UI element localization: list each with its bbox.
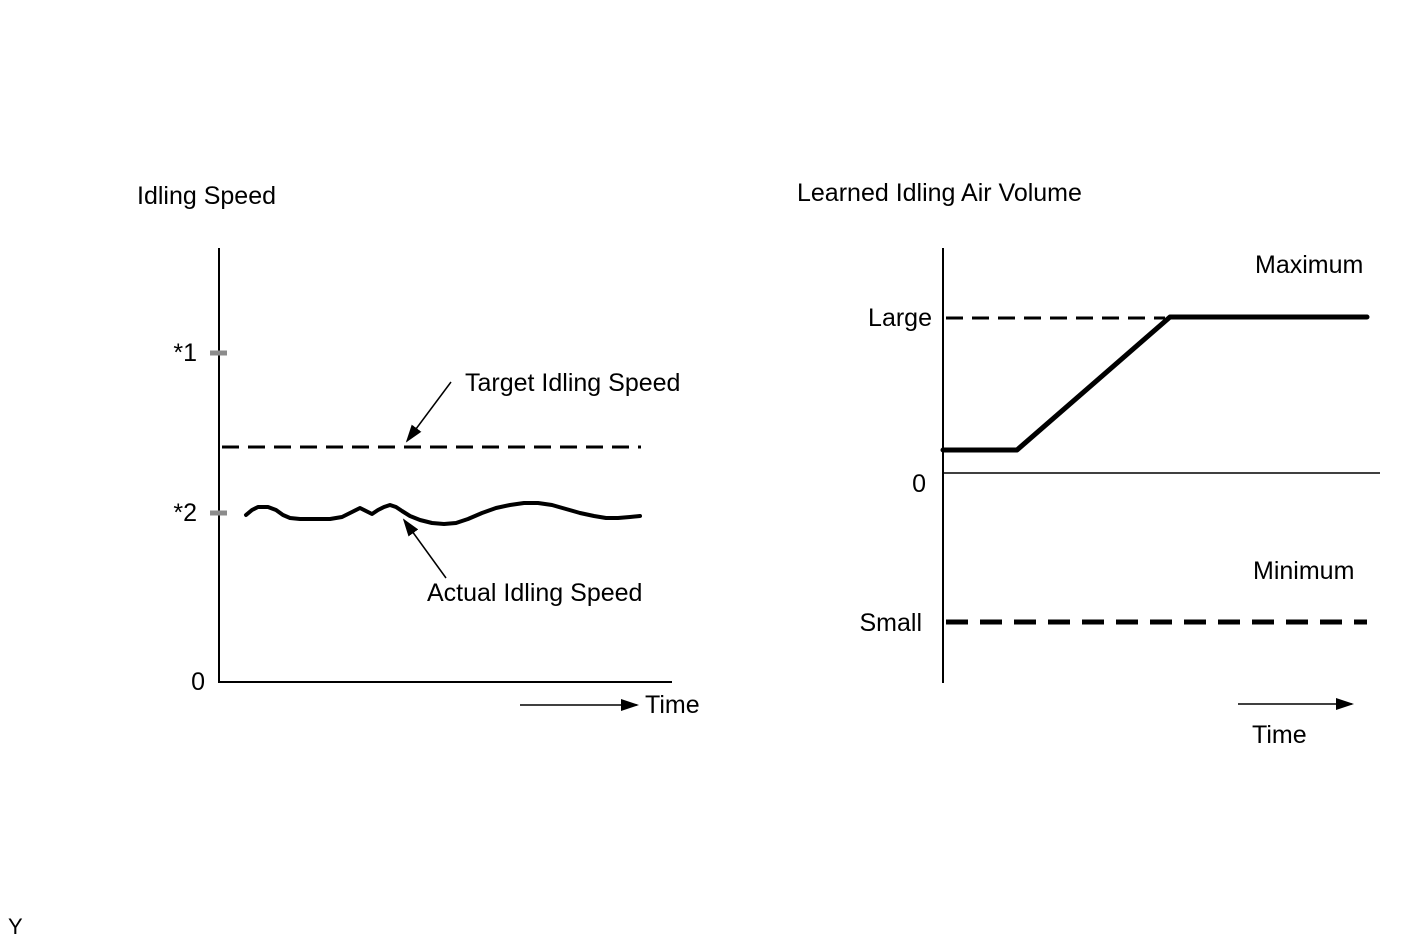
left-y-zero-label: 0	[191, 668, 205, 696]
actual-idling-speed-label: Actual Idling Speed	[427, 579, 643, 607]
actual-idling-speed-wave	[244, 501, 642, 526]
learned-volume-line	[940, 314, 1370, 453]
page-footer-mark: Y	[8, 914, 23, 939]
right-time-axis-label: Time	[1252, 721, 1307, 749]
right-y-zero-label: 0	[912, 470, 926, 498]
target-annotation-arrow	[405, 381, 452, 443]
small-tick-label: Small	[859, 609, 922, 637]
large-tick-label: Large	[868, 304, 932, 332]
target-idling-speed-label: Target Idling Speed	[465, 369, 681, 397]
maximum-label: Maximum	[1255, 251, 1364, 279]
left-time-axis-label: Time	[645, 691, 700, 719]
actual-annotation-arrow	[402, 518, 447, 579]
left-y-tick-label-2: *2	[173, 499, 197, 527]
left-y-tick-label-1: *1	[173, 339, 197, 367]
minimum-label: Minimum	[1253, 557, 1355, 585]
left-chart-title: Idling Speed	[137, 182, 277, 210]
right-chart-title: Learned Idling Air Volume	[797, 179, 1082, 207]
